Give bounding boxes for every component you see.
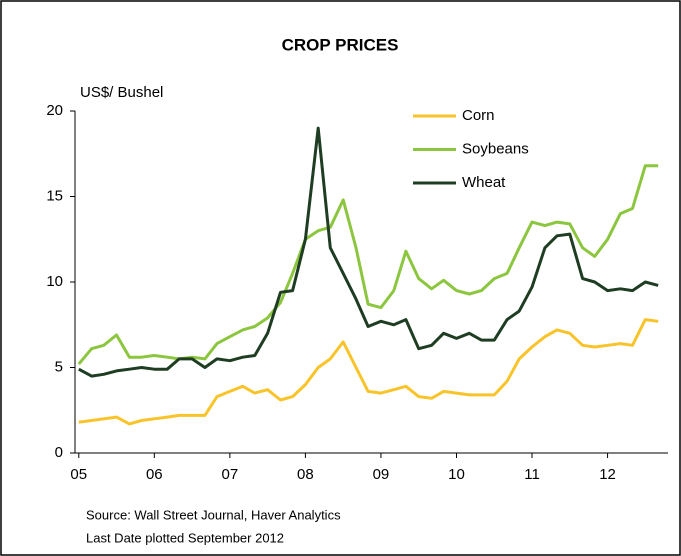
x-tick-label: 11 [524, 466, 540, 483]
x-tick-label: 05 [70, 466, 87, 483]
x-tick-label: 09 [373, 466, 390, 483]
x-tick-label: 10 [448, 466, 465, 483]
series-line [77, 164, 659, 366]
series-line [78, 318, 659, 426]
source-note: Source: Wall Street Journal, Haver Analy… [86, 507, 341, 522]
y-tick-label: 10 [46, 273, 63, 290]
chart-title: CROP PRICES [282, 35, 399, 54]
y-tick-label: 20 [46, 102, 63, 119]
y-tick-label: 15 [46, 187, 63, 204]
date-note: Last Date plotted September 2012 [86, 530, 284, 545]
x-tick-label: 12 [599, 466, 616, 483]
legend-label: Corn [462, 107, 495, 124]
y-axis-label: US$/ Bushel [80, 84, 163, 101]
x-tick-label: 08 [297, 466, 314, 483]
legend-label: Wheat [462, 174, 506, 191]
y-tick-label: 0 [55, 444, 63, 461]
legend-label: Soybeans [462, 140, 529, 157]
x-tick-label: 06 [146, 466, 163, 483]
y-tick-label: 5 [55, 358, 63, 375]
x-tick-label: 07 [222, 466, 239, 483]
series-line [78, 126, 659, 378]
